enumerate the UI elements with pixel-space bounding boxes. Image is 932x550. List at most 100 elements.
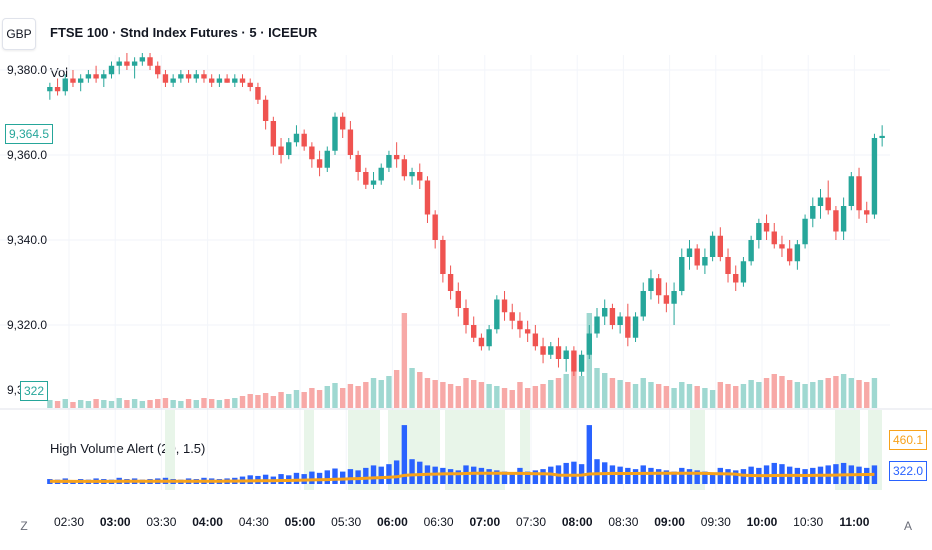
- volume-bar: [756, 382, 762, 408]
- candle: [817, 189, 824, 219]
- indicator-bar: [540, 469, 546, 484]
- candle: [679, 248, 685, 296]
- candle: [548, 342, 554, 359]
- candle-body: [494, 299, 500, 330]
- volume-bar: [540, 384, 546, 408]
- candle: [663, 282, 670, 313]
- candle-body: [709, 235, 716, 257]
- candle-body: [840, 206, 847, 232]
- time-tick-label: 04:00: [192, 515, 223, 529]
- indicator-bar: [417, 461, 423, 484]
- candle: [563, 346, 569, 372]
- candle-body: [779, 244, 785, 249]
- candle: [77, 74, 84, 92]
- candle: [578, 350, 585, 376]
- candle: [609, 303, 616, 330]
- indicator-bar: [725, 469, 731, 484]
- volume-bar: [609, 378, 616, 408]
- candle-body: [848, 176, 855, 206]
- volume-bar: [417, 372, 423, 408]
- candle: [640, 282, 646, 321]
- candle-body: [632, 316, 639, 338]
- indicator-bar: [694, 470, 700, 484]
- candle: [864, 201, 870, 223]
- volume-bar: [679, 382, 685, 408]
- volume-bar: [632, 384, 639, 408]
- volume-bar: [147, 400, 153, 408]
- highlight-zone: [520, 410, 530, 490]
- zoom-icon[interactable]: Z: [20, 519, 28, 533]
- currency-selector[interactable]: GBP: [2, 18, 36, 50]
- candle-body: [478, 337, 485, 347]
- time-tick-label: 07:00: [469, 515, 500, 529]
- highlight-zone: [868, 410, 882, 490]
- candle: [686, 240, 693, 270]
- time-tick-label: 06:00: [377, 515, 408, 529]
- volume-bar: [871, 378, 878, 408]
- time-tick-label: 09:00: [654, 515, 685, 529]
- indicator-bar: [509, 472, 515, 484]
- volume-bar: [108, 401, 115, 408]
- candle: [725, 248, 731, 283]
- volume-bar: [347, 384, 354, 408]
- candle: [517, 312, 523, 338]
- volume-bar: [270, 396, 277, 408]
- volume-bar: [247, 394, 253, 408]
- volume-bar: [155, 399, 161, 408]
- candle: [802, 214, 808, 249]
- indicator-bar: [648, 467, 654, 484]
- volume-bar: [532, 386, 539, 408]
- auto-scale-icon[interactable]: A: [903, 519, 912, 533]
- candle: [340, 112, 346, 138]
- candle-body: [316, 159, 323, 168]
- indicator-bar: [709, 472, 716, 484]
- candle-body: [810, 206, 816, 219]
- candle-body: [193, 74, 199, 79]
- volume-bar: [617, 380, 623, 408]
- volume-bar: [309, 388, 315, 408]
- volume-bar: [409, 368, 415, 408]
- candle: [93, 65, 99, 83]
- volume-bar: [185, 399, 192, 408]
- volume-bar: [709, 390, 716, 408]
- candle-body: [471, 325, 477, 338]
- candle: [733, 265, 739, 291]
- volume-bar: [494, 386, 500, 408]
- candle: [463, 299, 469, 334]
- indicator-bar: [733, 470, 739, 484]
- volume-bars: [47, 313, 878, 408]
- candle: [101, 70, 107, 87]
- indicator-value-badge: 322.0: [889, 461, 928, 481]
- candle-body: [871, 138, 878, 215]
- candle: [833, 206, 839, 240]
- candle: [155, 61, 161, 79]
- volume-bar: [170, 400, 176, 408]
- indicator-bar: [478, 467, 485, 484]
- candle: [347, 121, 354, 160]
- indicator-bar: [625, 467, 631, 484]
- candle: [193, 70, 199, 83]
- candle-body: [440, 240, 446, 274]
- candle-body: [170, 78, 176, 83]
- candle: [810, 197, 816, 228]
- candle: [332, 112, 338, 155]
- candle: [779, 235, 785, 257]
- candle-body: [255, 87, 261, 100]
- candle: [409, 167, 415, 185]
- indicator-bar: [524, 471, 531, 484]
- candle-body: [262, 99, 269, 121]
- candle-body: [401, 159, 408, 177]
- volume-bar: [694, 386, 700, 408]
- volume-bar: [355, 386, 361, 408]
- volume-bar: [232, 398, 238, 408]
- volume-bar: [655, 384, 662, 408]
- candle-body: [224, 78, 230, 83]
- time-tick-label: 09:30: [701, 515, 731, 529]
- volume-bar: [602, 373, 608, 408]
- candle: [532, 325, 539, 351]
- volume-bar: [47, 400, 53, 408]
- volume-bar: [378, 380, 384, 408]
- candle-body: [771, 231, 777, 245]
- volume-bar: [702, 388, 708, 408]
